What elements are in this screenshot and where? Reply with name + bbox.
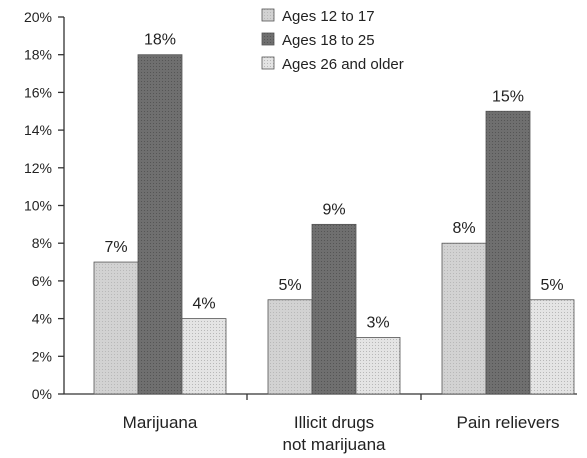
bar-3-2 — [355, 337, 401, 395]
bar-1-1 — [93, 261, 139, 395]
x-category-label: Marijuana — [123, 413, 198, 432]
legend-swatch — [261, 56, 275, 70]
data-label: 15% — [492, 88, 524, 105]
y-tick-label: 0% — [32, 386, 52, 402]
bar-2-2 — [311, 223, 357, 395]
bar-3-3 — [529, 299, 575, 395]
legend-swatch — [261, 32, 275, 46]
x-category-label: Illicit drugs not marijuana — [282, 413, 386, 454]
legend-swatch — [261, 8, 275, 22]
y-tick-label: 20% — [24, 9, 52, 25]
y-tick-label: 10% — [24, 198, 52, 214]
bar-1-3 — [441, 242, 487, 395]
y-tick-label: 16% — [24, 84, 52, 100]
y-tick-label: 14% — [24, 122, 52, 138]
data-label: 7% — [104, 239, 127, 256]
data-label: 5% — [540, 277, 563, 294]
y-tick-label: 2% — [32, 348, 52, 364]
y-tick-label: 18% — [24, 47, 52, 63]
legend-label: Ages 12 to 17 — [282, 8, 375, 25]
x-category-label: Pain relievers — [457, 413, 560, 432]
data-label: 3% — [366, 314, 389, 331]
legend-label: Ages 18 to 25 — [282, 32, 375, 49]
bar-1-2 — [267, 299, 313, 395]
bar-3-1 — [181, 318, 227, 395]
legend-label: Ages 26 and older — [282, 56, 404, 73]
y-tick-label: 8% — [32, 235, 52, 251]
data-label: 9% — [322, 201, 345, 218]
data-label: 8% — [452, 220, 475, 237]
y-tick-label: 12% — [24, 160, 52, 176]
data-label: 4% — [192, 296, 215, 313]
y-tick-label: 4% — [32, 311, 52, 327]
bar-2-3 — [485, 110, 531, 395]
bar-2-1 — [137, 54, 183, 395]
data-label: 18% — [144, 32, 176, 49]
y-tick-label: 6% — [32, 273, 52, 289]
data-label: 5% — [278, 277, 301, 294]
